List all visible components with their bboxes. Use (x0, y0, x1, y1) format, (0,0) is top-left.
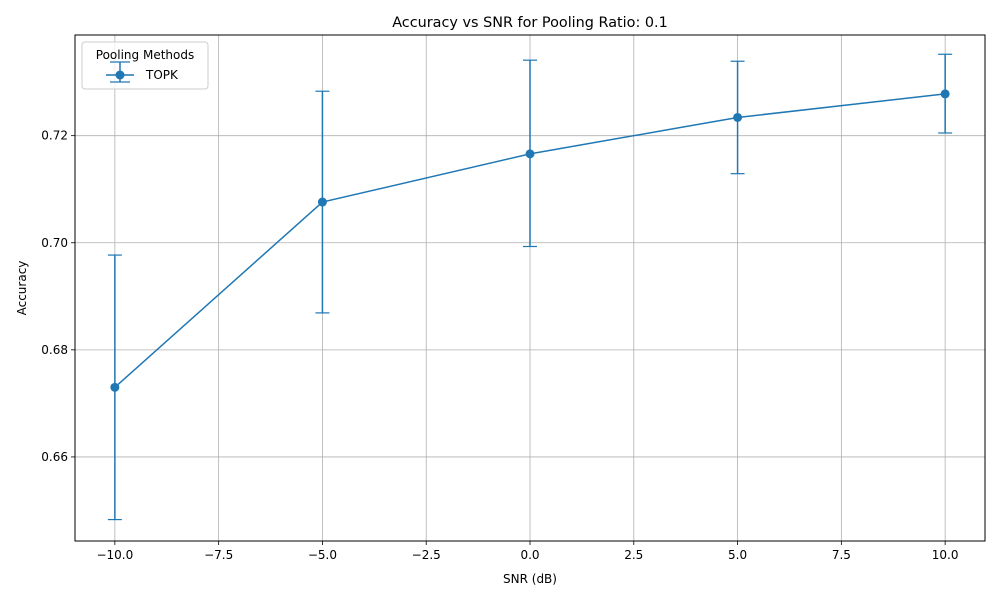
ticks: −10.0 −7.5 −5.0 −2.5 0.0 2.5 5.0 7.5 10.0 0.66 0.6… (41, 129, 958, 562)
legend-box (81, 41, 209, 90)
legend-marker (115, 70, 125, 80)
y-axis-label: Accuracy (15, 261, 29, 316)
chart-title: Accuracy vs SNR for Pooling Ratio: 0.1 (392, 15, 668, 31)
data-point (940, 89, 950, 99)
x-tick-label: 2.5 (624, 548, 643, 562)
y-tick-label: 0.70 (41, 236, 68, 250)
data-point (110, 382, 120, 392)
legend-title: Pooling Methods (96, 48, 194, 62)
x-tick-label: 0.0 (520, 548, 539, 562)
x-tick-label: −2.5 (412, 548, 441, 562)
x-tick-label: 7.5 (832, 548, 851, 562)
legend-label: TOPK (145, 68, 179, 82)
data-point (525, 149, 535, 159)
series-layer (107, 53, 953, 521)
legend: Pooling Methods TOPK (81, 41, 209, 90)
x-tick-label: 10.0 (932, 548, 959, 562)
y-tick-label: 0.72 (41, 129, 68, 143)
y-tick-label: 0.66 (41, 450, 68, 464)
x-tick-label: 5.0 (728, 548, 747, 562)
x-tick-label: −5.0 (308, 548, 337, 562)
x-tick-label: −7.5 (204, 548, 233, 562)
data-point (733, 112, 743, 122)
data-point (317, 197, 327, 207)
x-axis-label: SNR (dB) (503, 572, 557, 586)
y-tick-label: 0.68 (41, 343, 68, 357)
x-tick-label: −10.0 (96, 548, 133, 562)
